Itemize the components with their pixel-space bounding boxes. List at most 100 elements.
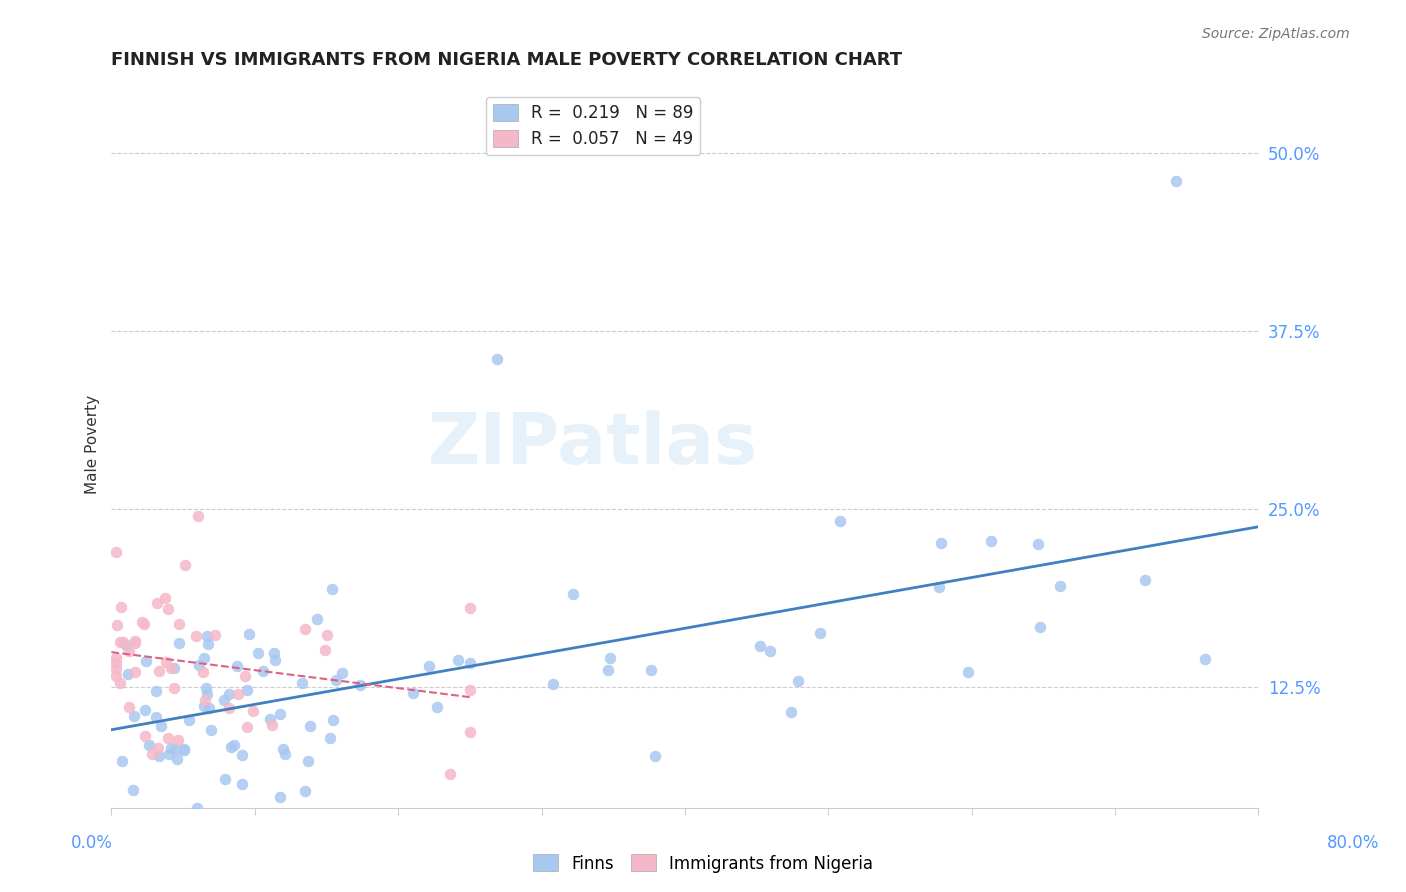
Point: [226, 687, 249, 701]
Point: [108, 675, 131, 690]
Point: [145, 709, 167, 723]
Point: [160, 661, 183, 675]
Point: [124, 636, 146, 650]
Point: [173, 742, 195, 756]
Point: [117, 666, 139, 681]
Point: [177, 713, 200, 727]
Point: [104, 669, 127, 683]
Point: [124, 665, 146, 679]
Point: [156, 731, 179, 745]
Point: [226, 659, 249, 673]
Point: [541, 677, 564, 691]
Point: [184, 629, 207, 643]
Point: [145, 684, 167, 698]
Point: [195, 687, 218, 701]
Point: [780, 705, 803, 719]
Point: [238, 627, 260, 641]
Point: [104, 662, 127, 676]
Point: [111, 635, 134, 649]
Point: [1026, 537, 1049, 551]
Point: [221, 739, 243, 754]
Point: [644, 748, 666, 763]
Point: [193, 698, 215, 713]
Point: [401, 686, 423, 700]
Point: [759, 643, 782, 657]
Point: [1133, 573, 1156, 587]
Point: [132, 616, 155, 631]
Point: [134, 703, 156, 717]
Point: [322, 713, 344, 727]
Text: ZIPatlas: ZIPatlas: [427, 410, 758, 479]
Point: [236, 683, 259, 698]
Point: [104, 656, 127, 670]
Point: [121, 783, 143, 797]
Point: [146, 596, 169, 610]
Point: [141, 747, 163, 761]
Point: [165, 741, 187, 756]
Point: [118, 700, 141, 714]
Point: [269, 706, 291, 721]
Point: [187, 657, 209, 672]
Point: [418, 658, 440, 673]
Point: [173, 743, 195, 757]
Point: [193, 692, 215, 706]
Point: [271, 741, 294, 756]
Point: [929, 535, 952, 549]
Point: [1194, 652, 1216, 666]
Point: [148, 664, 170, 678]
Point: [446, 653, 468, 667]
Point: [321, 582, 343, 596]
Point: [214, 772, 236, 787]
Point: [235, 720, 257, 734]
Point: [294, 784, 316, 798]
Point: [830, 514, 852, 528]
Point: [105, 618, 128, 632]
Point: [316, 628, 339, 642]
Point: [218, 687, 240, 701]
Point: [1166, 174, 1188, 188]
Point: [104, 650, 127, 665]
Point: [197, 637, 219, 651]
Point: [166, 751, 188, 765]
Point: [980, 533, 1002, 548]
Point: [1049, 580, 1071, 594]
Point: [163, 681, 186, 696]
Point: [167, 636, 190, 650]
Point: [299, 719, 322, 733]
Point: [231, 777, 253, 791]
Point: [273, 747, 295, 761]
Point: [246, 646, 269, 660]
Point: [134, 729, 156, 743]
Text: 80.0%: 80.0%: [1326, 834, 1379, 852]
Point: [186, 800, 208, 814]
Point: [485, 352, 508, 367]
Point: [640, 663, 662, 677]
Point: [135, 654, 157, 668]
Point: [439, 767, 461, 781]
Point: [297, 754, 319, 768]
Point: [259, 712, 281, 726]
Point: [325, 673, 347, 687]
Point: [349, 678, 371, 692]
Point: [173, 558, 195, 572]
Point: [458, 724, 481, 739]
Legend: Finns, Immigrants from Nigeria: Finns, Immigrants from Nigeria: [526, 847, 880, 880]
Point: [167, 616, 190, 631]
Point: [252, 664, 274, 678]
Point: [150, 719, 173, 733]
Text: FINNISH VS IMMIGRANTS FROM NIGERIA MALE POVERTY CORRELATION CHART: FINNISH VS IMMIGRANTS FROM NIGERIA MALE …: [111, 51, 903, 69]
Point: [146, 741, 169, 756]
Point: [167, 733, 190, 747]
Point: [319, 731, 342, 745]
Point: [187, 508, 209, 523]
Point: [291, 675, 314, 690]
Legend: R =  0.219   N = 89, R =  0.057   N = 49: R = 0.219 N = 89, R = 0.057 N = 49: [486, 97, 700, 155]
Point: [138, 738, 160, 752]
Point: [786, 673, 808, 688]
Point: [314, 643, 336, 657]
Point: [231, 748, 253, 763]
Point: [153, 591, 176, 606]
Point: [204, 628, 226, 642]
Point: [212, 692, 235, 706]
Point: [269, 790, 291, 805]
